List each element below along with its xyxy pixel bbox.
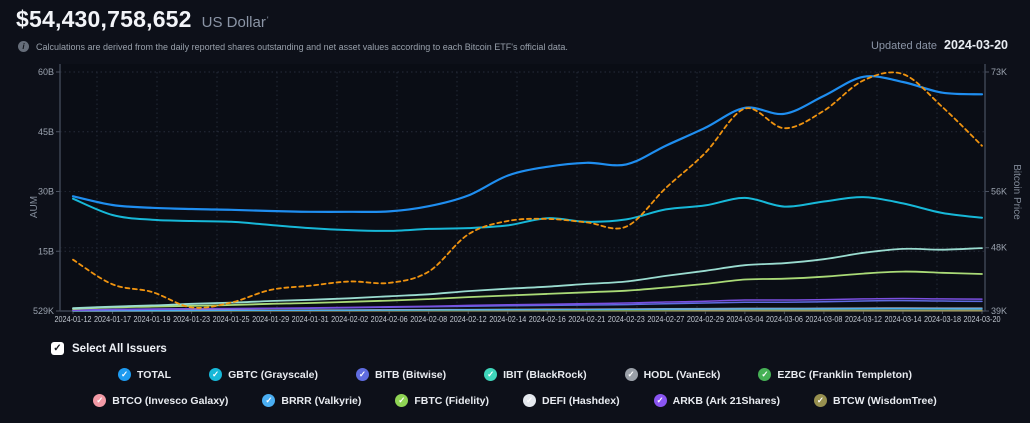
svg-text:2024-02-16: 2024-02-16 <box>529 315 566 324</box>
updated-date-label: Updated date <box>870 40 938 52</box>
svg-text:2024-02-08: 2024-02-08 <box>410 315 447 324</box>
svg-text:AUM: AUM <box>29 196 40 218</box>
currency-selector[interactable]: US Dollar ' <box>202 14 269 31</box>
legend-item-label: BITB (Bitwise) <box>374 368 447 381</box>
legend-item-label: DEFI (Hashdex) <box>542 394 620 407</box>
svg-text:2024-02-14: 2024-02-14 <box>489 315 526 324</box>
total-aum-value: $54,430,758,652 <box>16 6 192 32</box>
legend-row-2: ✓ BTCO (Invesco Galaxy) ✓ BRRR (Valkyrie) ✓ F… <box>89 392 940 409</box>
legend-check-icon: ✓ <box>209 368 223 381</box>
legend-item-defi[interactable]: ✓ DEFI (Hashdex) <box>519 392 624 409</box>
svg-text:45B: 45B <box>38 127 54 137</box>
svg-text:2024-02-29: 2024-02-29 <box>687 315 724 324</box>
svg-text:529K: 529K <box>33 306 54 316</box>
select-all-label: Select All Issuers <box>72 342 167 355</box>
svg-text:2024-01-25: 2024-01-25 <box>213 315 250 324</box>
issuer-legend: ✓ TOTAL ✓ GBTC (Grayscale) ✓ BITB (Bitwise) ✓ I… <box>0 366 1030 409</box>
updated-date-value: 2024-03-20 <box>944 38 1008 52</box>
svg-text:48K: 48K <box>991 243 1007 253</box>
legend-item-label: BTCO (Invesco Galaxy) <box>112 394 229 407</box>
svg-text:2024-01-31: 2024-01-31 <box>292 315 329 324</box>
legend-item-brrr[interactable]: ✓ BRRR (Valkyrie) <box>258 392 365 409</box>
svg-text:2024-01-19: 2024-01-19 <box>134 315 171 324</box>
legend-check-icon: ✓ <box>262 394 276 407</box>
svg-text:2024-01-17: 2024-01-17 <box>94 315 131 324</box>
legend-item-gbtc[interactable]: ✓ GBTC (Grayscale) <box>205 366 322 383</box>
svg-text:15B: 15B <box>38 246 54 256</box>
svg-text:2024-03-04: 2024-03-04 <box>726 315 763 324</box>
legend-item-ibit[interactable]: ✓ IBIT (BlackRock) <box>480 366 590 383</box>
legend-item-arkb[interactable]: ✓ ARKB (Ark 21Shares) <box>650 392 784 409</box>
svg-text:2024-02-12: 2024-02-12 <box>450 315 487 324</box>
legend-item-label: GBTC (Grayscale) <box>228 368 318 381</box>
svg-text:56K: 56K <box>991 187 1007 197</box>
info-bar: i Calculations are derived from the dail… <box>18 41 568 52</box>
svg-text:2024-01-12: 2024-01-12 <box>55 315 92 324</box>
legend-item-label: ARKB (Ark 21Shares) <box>672 394 780 407</box>
legend-item-label: HODL (VanEck) <box>643 368 721 381</box>
currency-label: US Dollar <box>201 14 266 31</box>
header: $54,430,758,652 US Dollar ' <box>16 6 269 33</box>
legend-row-1: ✓ TOTAL ✓ GBTC (Grayscale) ✓ BITB (Bitwise) ✓ I… <box>114 366 916 383</box>
svg-text:2024-02-23: 2024-02-23 <box>608 315 645 324</box>
svg-text:2024-02-06: 2024-02-06 <box>371 315 408 324</box>
svg-text:2024-03-18: 2024-03-18 <box>924 315 961 324</box>
select-all-checkbox[interactable]: ✓ <box>51 342 64 355</box>
legend-item-hodl[interactable]: ✓ HODL (VanEck) <box>621 366 725 383</box>
legend-item-ezbc[interactable]: ✓ EZBC (Franklin Templeton) <box>754 366 916 383</box>
select-all-issuers[interactable]: ✓ Select All Issuers <box>51 342 167 355</box>
svg-text:73K: 73K <box>991 67 1007 77</box>
legend-item-btco[interactable]: ✓ BTCO (Invesco Galaxy) <box>89 392 232 409</box>
info-icon: i <box>18 41 29 52</box>
legend-check-icon: ✓ <box>758 368 772 381</box>
legend-item-label: EZBC (Franklin Templeton) <box>777 368 912 381</box>
legend-item-btcw[interactable]: ✓ BTCW (WisdomTree) <box>810 392 941 409</box>
svg-text:2024-03-06: 2024-03-06 <box>766 315 803 324</box>
svg-text:2024-02-27: 2024-02-27 <box>647 315 684 324</box>
legend-item-label: BRRR (Valkyrie) <box>281 394 362 407</box>
legend-check-icon: ✓ <box>523 394 536 407</box>
svg-text:2024-03-20: 2024-03-20 <box>964 315 1001 324</box>
legend-check-icon: ✓ <box>93 394 107 407</box>
legend-item-label: FBTC (Fidelity) <box>414 394 489 407</box>
svg-text:39K: 39K <box>991 306 1007 316</box>
legend-check-icon: ✓ <box>813 394 827 407</box>
svg-text:2024-03-14: 2024-03-14 <box>884 315 921 324</box>
legend-check-icon: ✓ <box>355 368 369 381</box>
legend-check-icon: ✓ <box>653 394 667 407</box>
legend-check-icon: ✓ <box>624 368 638 381</box>
svg-text:2024-01-29: 2024-01-29 <box>252 315 289 324</box>
updated-date: Updated date 2024-03-20 <box>871 38 1008 52</box>
legend-check-icon: ✓ <box>484 368 498 381</box>
svg-text:2024-01-23: 2024-01-23 <box>173 315 210 324</box>
legend-item-total[interactable]: ✓ TOTAL <box>114 366 175 383</box>
svg-text:2024-02-21: 2024-02-21 <box>568 315 605 324</box>
svg-text:Bitcoin Price: Bitcoin Price <box>1011 164 1022 220</box>
legend-check-icon: ✓ <box>118 368 132 381</box>
svg-text:2024-03-12: 2024-03-12 <box>845 315 882 324</box>
svg-text:2024-03-08: 2024-03-08 <box>805 315 842 324</box>
svg-text:2024-02-02: 2024-02-02 <box>331 315 368 324</box>
calculation-note: Calculations are derived from the daily … <box>36 41 568 52</box>
legend-item-fbtc[interactable]: ✓ FBTC (Fidelity) <box>391 392 493 409</box>
legend-item-label: TOTAL <box>137 368 172 381</box>
currency-caret-icon: ' <box>266 15 269 25</box>
legend-item-label: BTCW (WisdomTree) <box>832 394 937 407</box>
legend-item-label: IBIT (BlackRock) <box>503 368 587 381</box>
svg-text:30B: 30B <box>38 187 54 197</box>
legend-check-icon: ✓ <box>395 394 409 407</box>
svg-text:60B: 60B <box>38 67 54 77</box>
legend-item-bitb[interactable]: ✓ BITB (Bitwise) <box>352 366 450 383</box>
